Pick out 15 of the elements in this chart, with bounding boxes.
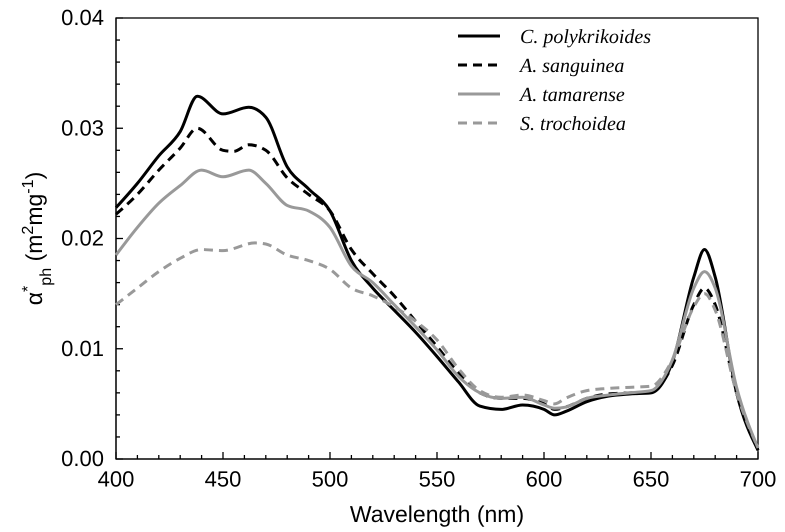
legend-label: A. sanguinea bbox=[518, 55, 624, 77]
legend-label: C. polykrikoides bbox=[520, 26, 652, 48]
x-tick-label: 500 bbox=[312, 466, 348, 492]
x-axis-title: Wavelength (nm) bbox=[350, 501, 524, 527]
legend-label: S. trochoidea bbox=[520, 113, 626, 135]
y-tick-label: 0.04 bbox=[61, 5, 104, 30]
legend-label: A. tamarense bbox=[518, 84, 625, 106]
y-tick-label: 0.03 bbox=[61, 115, 104, 140]
y-tick-label: 0.01 bbox=[61, 336, 104, 361]
x-tick-label: 700 bbox=[740, 466, 776, 492]
x-tick-label: 550 bbox=[418, 466, 456, 492]
x-tick-label: 600 bbox=[526, 466, 562, 492]
x-tick-label: 450 bbox=[204, 466, 242, 492]
x-tick-label: 650 bbox=[632, 466, 670, 492]
y-tick-label: 0.02 bbox=[61, 226, 104, 251]
